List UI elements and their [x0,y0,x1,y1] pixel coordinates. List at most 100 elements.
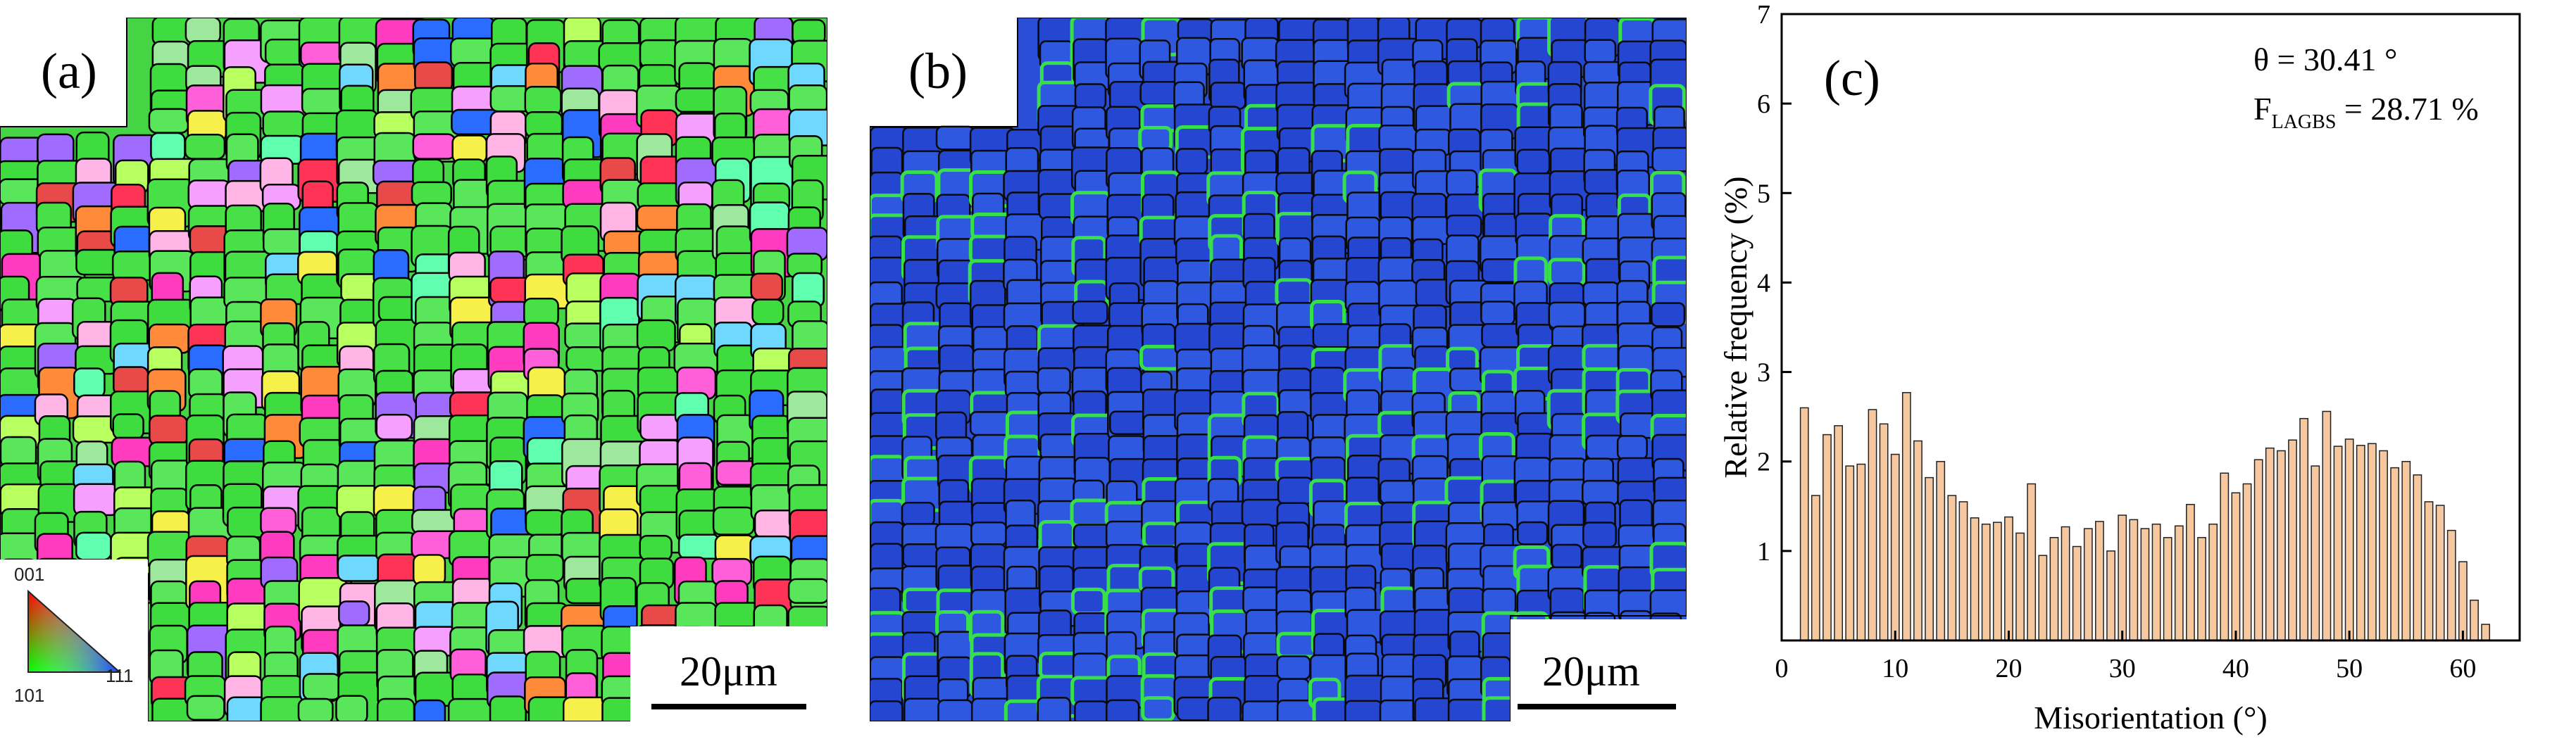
y-tick-label: 5 [1757,179,1770,208]
kam-cell [1380,191,1418,221]
grain-cell [184,134,226,160]
scale-bar-b: 20μm [1511,619,1694,725]
grain-cell [148,108,189,134]
histogram-bar [1970,517,1980,641]
grain-cell [525,554,565,583]
kam-cell [935,125,975,151]
grain-cell [149,415,188,446]
kam-cell [1444,476,1487,506]
histogram-bar [1879,423,1889,641]
y-axis-ticks: 1 2 3 4 5 6 7 [1757,0,1792,567]
kam-cell [1616,435,1648,460]
scale-bar-a-line [651,704,806,709]
panel-a: (a) 001 101 111 20μm [0,0,845,739]
grain-cell [523,297,559,327]
grain-cell [636,205,684,232]
kam-cell [1516,149,1551,175]
histogram-bar [1822,434,1832,641]
y-tick-label: 6 [1757,89,1770,119]
histogram-bar [2106,550,2115,641]
grain-cell [636,319,676,352]
histogram-bar [1913,440,1922,641]
histogram-bar [2288,439,2297,641]
kam-cell [1210,82,1246,110]
histogram-bar [2446,529,2456,641]
kam-cell [1276,700,1320,721]
kam-cell [1516,521,1549,545]
grain-cell [260,507,297,536]
histogram-bar [2344,438,2354,641]
grain-cell [185,18,221,44]
misorientation-histogram: 0 10 20 30 40 50 60 1 2 3 4 5 6 7 Misorientation (°)… [1718,0,2521,735]
histogram-bar [1992,522,2002,641]
x-tick-label: 0 [1775,654,1789,683]
histogram-bar [2038,555,2048,641]
histogram-bar [2049,537,2059,641]
histogram-bar [2424,501,2434,641]
histogram-bar [2095,521,2104,641]
kam-cell [1037,697,1071,721]
histogram-bar [2151,523,2161,641]
kam-cell [937,699,973,721]
y-tick-label: 1 [1757,537,1770,567]
grain-cell [112,413,144,440]
histogram-bar [1936,460,1946,641]
kam-cell [1074,700,1109,721]
kam-cell [1651,302,1686,327]
histogram-bar [2277,450,2286,641]
grain-cell [376,697,415,721]
y-axis-label: Relative frequency (%) [1718,176,1753,478]
kam-cell [1480,301,1515,326]
kam-cell [1653,215,1687,241]
histogram-bar [2322,410,2332,641]
grain-cell [0,436,37,468]
kam-grain-cells [870,18,1687,721]
kam-cell [1037,367,1071,395]
histogram-bar [2265,447,2275,641]
grain-cell [750,272,784,301]
kam-cell [1446,214,1482,239]
histogram-bar [2401,460,2411,641]
kam-cell [870,700,904,721]
kam-cell [1344,700,1383,721]
histogram-bar [1856,463,1866,641]
plot-frame [1780,13,2521,642]
histogram-bar [2004,516,2013,641]
ipf-key-101-label: 101 [14,685,45,706]
kam-cell [1547,258,1586,286]
panel-c-label: (c) [1824,50,1880,106]
panel-b: (b) 20μm [870,0,1694,739]
grain-cell [413,699,446,721]
flagbs-annotation: FLAGBS = 28.71 % [2253,91,2479,133]
kam-cell [1142,522,1180,549]
flagbs-prefix: F [2253,91,2272,127]
histogram-bar [2231,492,2241,641]
kam-cell [1551,543,1582,570]
grain-cell [150,132,186,163]
ipf-key-001-label: 001 [14,564,45,585]
x-axis-label: Misorientation (°) [2034,700,2267,735]
histogram-bar [2208,523,2218,641]
grain-cell [375,414,413,441]
flagbs-value: = 28.71 % [2336,91,2478,127]
scale-bar-b-line [1518,704,1676,709]
histogram-bar [2299,417,2309,641]
histogram-bar [1868,409,1877,641]
kam-cell [1548,301,1586,329]
histogram-bar [2072,545,2082,641]
histogram-bar [1799,407,1809,641]
histogram-bar [1925,476,1934,641]
histogram-bar [2186,503,2195,641]
histogram-bar [1890,453,1900,641]
x-axis-ticks: 0 10 20 30 40 50 60 [1775,631,2476,683]
panel-b-label: (b) [908,43,968,99]
kam-cell [1175,148,1208,175]
grain-cell [787,578,827,604]
scale-bar-b-text: 20μm [1542,648,1640,695]
grain-cell [414,61,454,93]
histogram-bars [1799,392,2491,641]
kam-cell [1277,476,1313,505]
kam-cell [1074,83,1107,110]
histogram-bar [2311,465,2320,641]
histogram-bar [2140,528,2150,641]
